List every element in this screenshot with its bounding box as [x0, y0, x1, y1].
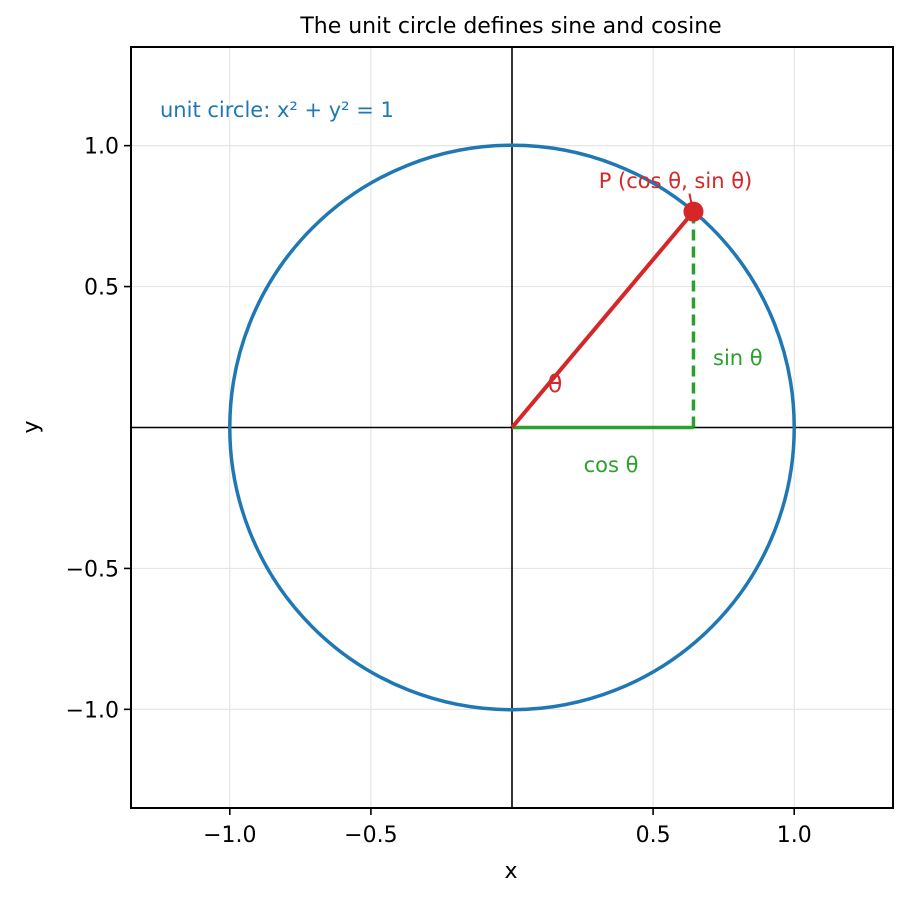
y-tick-label: −1.0 [66, 698, 119, 723]
sin-label: sin θ [713, 346, 763, 370]
y-tick-label: 1.0 [84, 135, 119, 160]
circle-equation-label: unit circle: x² + y² = 1 [160, 98, 394, 122]
x-ticks: −1.0 −0.5 0.5 1.0 [203, 808, 812, 848]
x-tick-label: −0.5 [344, 823, 397, 848]
x-tick-label: −1.0 [203, 823, 256, 848]
cos-label: cos θ [584, 453, 639, 477]
y-axis-label: y [19, 420, 44, 433]
point-p-marker [683, 201, 704, 222]
y-tick-label: 0.5 [84, 276, 119, 301]
unit-circle-curve [228, 143, 796, 712]
x-axis-label: x [504, 859, 517, 884]
theta-label: θ [548, 370, 563, 398]
point-p-label: P (cos θ, sin θ) [599, 169, 753, 193]
chart-title: The unit circle defines sine and cosine [299, 14, 721, 39]
plot-frame [130, 46, 894, 809]
radius-line [510, 210, 695, 429]
y-tick-label: −0.5 [66, 557, 119, 582]
x-tick-label: 1.0 [777, 823, 812, 848]
x-tick-label: 0.5 [636, 823, 671, 848]
y-ticks: −1.0 −0.5 0.5 1.0 [66, 135, 131, 723]
